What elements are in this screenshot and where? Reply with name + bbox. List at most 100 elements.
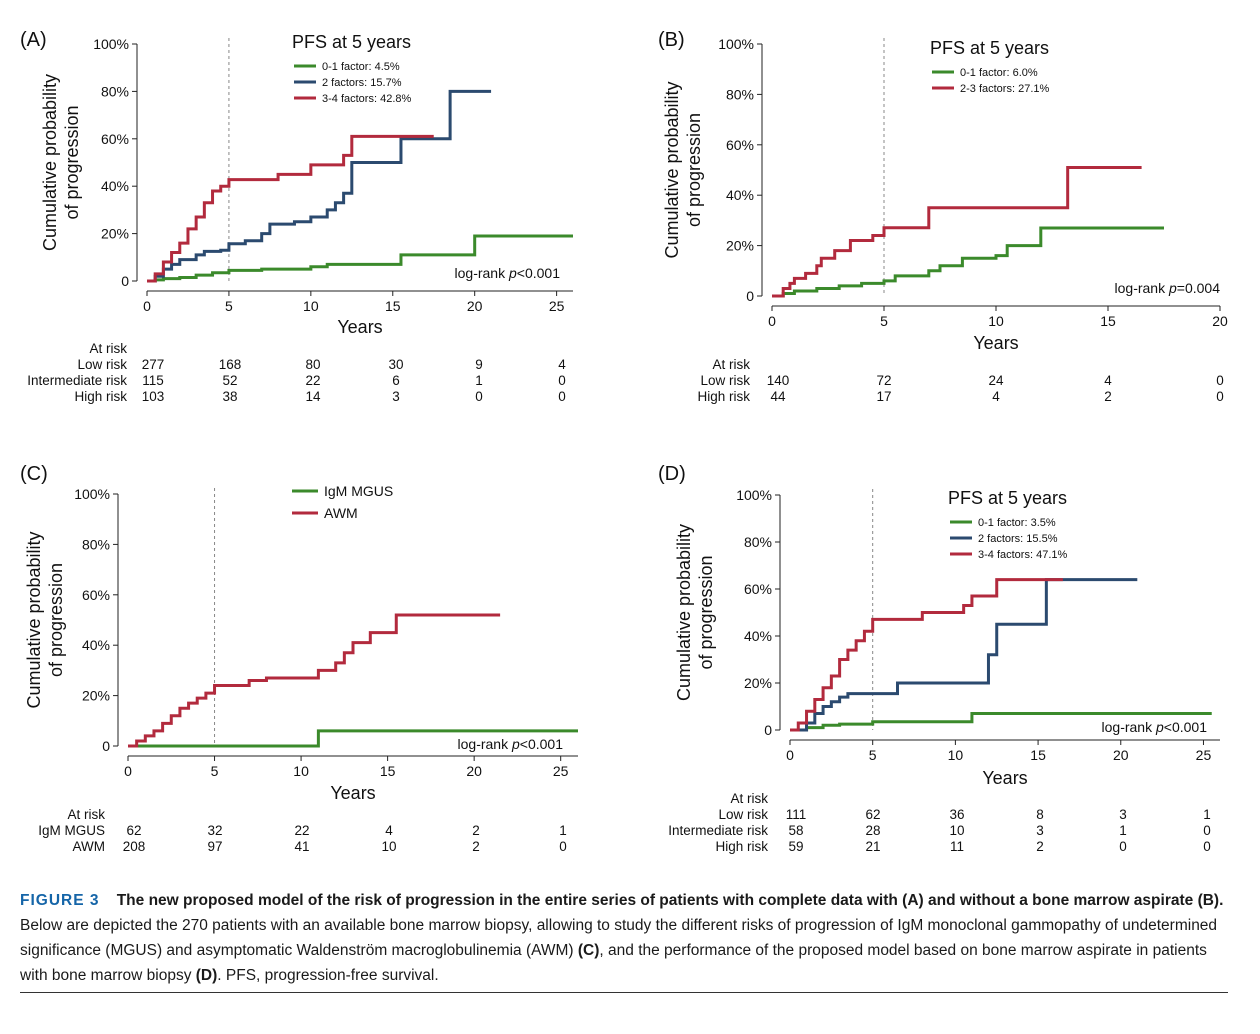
risk-cell: 32: [207, 823, 222, 838]
risk-cell: 59: [788, 839, 803, 854]
risk-cell: 8: [1036, 807, 1044, 822]
risk-cell: 115: [142, 373, 164, 388]
legend-entry: IgM MGUS: [324, 483, 393, 499]
x-tick-label: 0: [786, 747, 794, 763]
risk-cell: 22: [294, 823, 309, 838]
log-rank-annotation: log-rank p<0.001: [455, 265, 561, 281]
y-tick-label: 80%: [101, 83, 129, 99]
log-rank-p: p: [1168, 280, 1177, 296]
legend-entry: 0-1 factor: 6.0%: [960, 67, 1038, 79]
legend-entry: 2 factors: 15.5%: [978, 533, 1058, 545]
risk-cell: 1: [559, 823, 567, 838]
x-tick-label: 5: [869, 747, 877, 763]
x-tick-label: 15: [1100, 313, 1116, 329]
figure-caption: FIGURE 3 The new proposed model of the r…: [20, 888, 1236, 988]
x-tick-label: 25: [549, 298, 565, 314]
y-tick-label: 0: [764, 722, 772, 738]
x-tick-label: 10: [293, 763, 309, 779]
y-axis-label: of progression: [696, 555, 716, 669]
risk-cell: 0: [1203, 823, 1211, 838]
risk-cell: 277: [142, 357, 165, 372]
y-tick-label: 60%: [726, 137, 754, 153]
risk-cell: 0: [1216, 389, 1224, 404]
panel-c: (C) Cumulative probability of progression 0…: [0, 450, 620, 870]
x-tick-label: 10: [303, 298, 319, 314]
risk-cell: 21: [865, 839, 880, 854]
y-axis-label: Cumulative probability: [40, 74, 60, 251]
risk-table-title: At risk: [730, 791, 768, 806]
risk-cell: 97: [207, 839, 222, 854]
risk-cell: 3: [1036, 823, 1044, 838]
risk-row-label: Intermediate risk: [27, 373, 127, 388]
legend-entry: 2 factors: 15.7%: [322, 77, 402, 89]
x-axis-label: Years: [982, 768, 1027, 788]
log-rank-prefix: log-rank: [1115, 280, 1169, 296]
y-tick-label: 20%: [726, 238, 754, 254]
panel-label: (C): [20, 463, 48, 485]
log-rank-annotation: log-rank p<0.001: [1102, 719, 1208, 735]
caption-part-3: (C): [577, 942, 600, 959]
y-tick-label: 40%: [726, 187, 754, 203]
series-line-2: [147, 134, 434, 283]
caption-rule: [20, 992, 1228, 993]
risk-cell: 4: [1104, 373, 1112, 388]
risk-cell: 62: [126, 823, 141, 838]
risk-cell: 4: [992, 389, 1000, 404]
x-tick-label: 25: [553, 763, 569, 779]
risk-cell: 10: [949, 823, 964, 838]
panel-label: (A): [20, 29, 47, 51]
risk-row-label: Intermediate risk: [668, 823, 768, 838]
risk-row-label: Low risk: [718, 807, 768, 822]
log-rank-prefix: log-rank: [1102, 719, 1156, 735]
x-tick-label: 15: [1030, 747, 1046, 763]
panel-a: (A) Cumulative probability of progression 0…: [0, 0, 620, 420]
series-line-1: [128, 613, 501, 748]
series-line-0: [128, 729, 578, 748]
x-tick-label: 5: [211, 763, 219, 779]
series-line-0: [147, 234, 573, 283]
risk-cell: 11: [950, 839, 964, 854]
legend-entry: 3-4 factors: 42.8%: [322, 93, 411, 105]
risk-cell: 2: [1036, 839, 1044, 854]
risk-row-label: Low risk: [700, 373, 750, 388]
x-tick-label: 20: [1212, 313, 1228, 329]
y-tick-label: 20%: [101, 226, 129, 242]
x-axis-label: Years: [337, 317, 382, 337]
y-tick-label: 100%: [93, 36, 129, 52]
y-axis-label: of progression: [62, 105, 82, 219]
y-tick-label: 40%: [82, 637, 110, 653]
risk-cell: 17: [876, 389, 891, 404]
panel-label: (B): [658, 29, 685, 51]
y-tick-label: 20%: [744, 675, 772, 691]
risk-cell: 72: [876, 373, 891, 388]
y-axis-label: Cumulative probability: [662, 81, 682, 258]
risk-cell: 38: [222, 389, 237, 404]
risk-cell: 2: [472, 823, 480, 838]
risk-cell: 0: [1216, 373, 1224, 388]
y-tick-label: 40%: [101, 178, 129, 194]
risk-cell: 0: [558, 389, 566, 404]
log-rank-annotation: log-rank p=0.004: [1115, 280, 1221, 296]
x-tick-label: 0: [768, 313, 776, 329]
y-axis-label: of progression: [46, 563, 66, 677]
panel-d: (D) Cumulative probability of progression 0…: [630, 450, 1250, 870]
legend-entry: 3-4 factors: 47.1%: [978, 549, 1067, 561]
risk-cell: 0: [1203, 839, 1211, 854]
risk-cell: 58: [788, 823, 803, 838]
y-tick-label: 80%: [744, 534, 772, 550]
y-tick-label: 40%: [744, 628, 772, 644]
risk-cell: 0: [475, 389, 483, 404]
chart-a-svg: (A) Cumulative probability of progression 0…: [20, 29, 573, 404]
caption-part-4: , and the performance of the proposed mo…: [20, 942, 1207, 984]
y-axis-label: Cumulative probability: [674, 524, 694, 701]
y-tick-label: 60%: [82, 587, 110, 603]
risk-row-label: AWM: [73, 839, 106, 854]
caption-part-2: Below are depicted the 270 patients with…: [20, 917, 1218, 959]
risk-row-label: IgM MGUS: [38, 823, 105, 838]
log-rank-value: <0.001: [517, 265, 560, 281]
x-axis-label: Years: [330, 783, 375, 803]
y-tick-label: 0: [102, 738, 110, 754]
risk-cell: 1: [1203, 807, 1211, 822]
x-tick-label: 5: [225, 298, 233, 314]
risk-cell: 1: [475, 373, 483, 388]
